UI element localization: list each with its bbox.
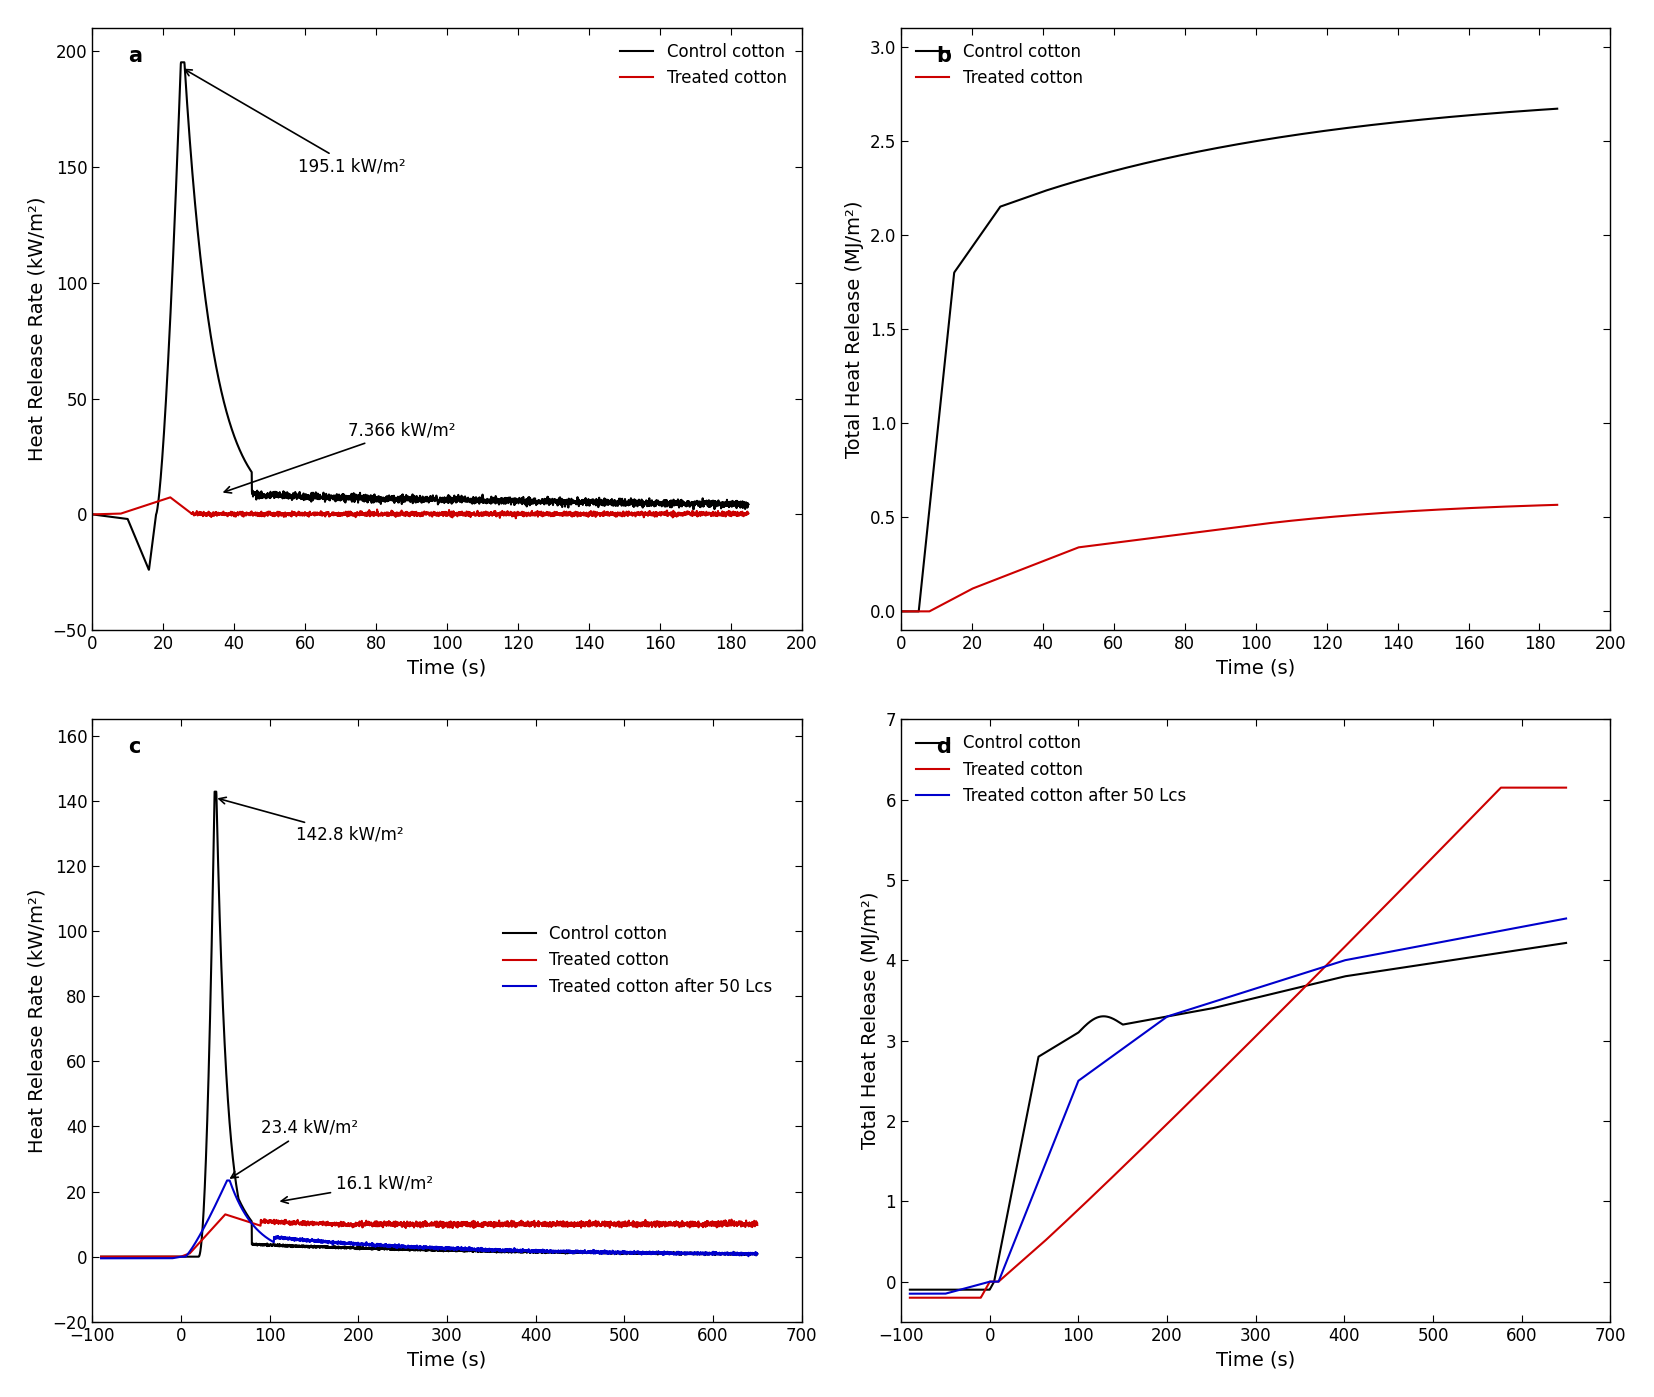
Y-axis label: Total Heat Release (MJ/m²): Total Heat Release (MJ/m²) bbox=[862, 891, 880, 1150]
Text: 23.4 kW/m²: 23.4 kW/m² bbox=[232, 1119, 357, 1178]
Text: c: c bbox=[127, 738, 141, 757]
X-axis label: Time (s): Time (s) bbox=[407, 658, 486, 678]
X-axis label: Time (s): Time (s) bbox=[1216, 1351, 1295, 1369]
X-axis label: Time (s): Time (s) bbox=[1216, 658, 1295, 678]
Legend: Control cotton, Treated cotton: Control cotton, Treated cotton bbox=[910, 36, 1090, 94]
Text: b: b bbox=[936, 46, 951, 66]
X-axis label: Time (s): Time (s) bbox=[407, 1351, 486, 1369]
Text: a: a bbox=[127, 46, 142, 66]
Text: 16.1 kW/m²: 16.1 kW/m² bbox=[281, 1175, 433, 1203]
Y-axis label: Total Heat Release (MJ/m²): Total Heat Release (MJ/m²) bbox=[845, 200, 863, 458]
Legend: Control cotton, Treated cotton, Treated cotton after 50 Lcs: Control cotton, Treated cotton, Treated … bbox=[910, 728, 1193, 812]
Y-axis label: Heat Release Rate (kW/m²): Heat Release Rate (kW/m²) bbox=[28, 197, 46, 461]
Legend: Control cotton, Treated cotton: Control cotton, Treated cotton bbox=[614, 36, 794, 94]
Text: 195.1 kW/m²: 195.1 kW/m² bbox=[185, 70, 405, 176]
Legend: Control cotton, Treated cotton, Treated cotton after 50 Lcs: Control cotton, Treated cotton, Treated … bbox=[496, 918, 779, 1002]
Y-axis label: Heat Release Rate (kW/m²): Heat Release Rate (kW/m²) bbox=[28, 888, 46, 1153]
Text: 7.366 kW/m²: 7.366 kW/m² bbox=[225, 422, 455, 493]
Text: 142.8 kW/m²: 142.8 kW/m² bbox=[218, 798, 404, 844]
Text: d: d bbox=[936, 738, 951, 757]
